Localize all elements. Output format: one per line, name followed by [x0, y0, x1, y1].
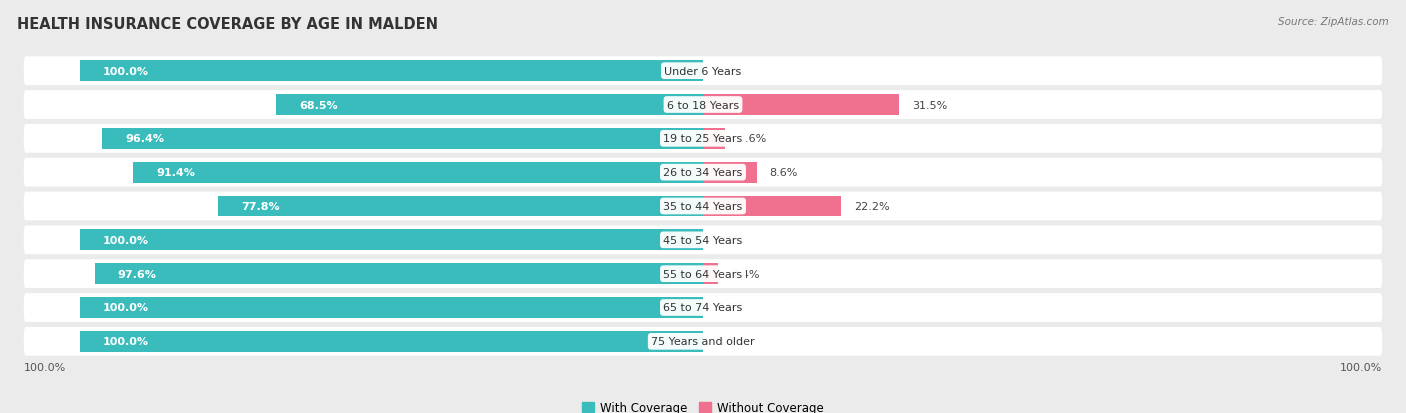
Text: 0.0%: 0.0%: [716, 303, 744, 313]
Text: 91.4%: 91.4%: [156, 168, 195, 178]
Text: 0.0%: 0.0%: [716, 337, 744, 347]
FancyBboxPatch shape: [24, 192, 1382, 221]
Text: 22.2%: 22.2%: [855, 202, 890, 211]
FancyBboxPatch shape: [24, 57, 1382, 86]
FancyBboxPatch shape: [24, 293, 1382, 322]
Text: 100.0%: 100.0%: [1340, 363, 1382, 373]
Text: 65 to 74 Years: 65 to 74 Years: [664, 303, 742, 313]
Bar: [703, 196, 841, 217]
Text: 100.0%: 100.0%: [24, 363, 66, 373]
Bar: [80, 297, 703, 318]
Text: 35 to 44 Years: 35 to 44 Years: [664, 202, 742, 211]
Bar: [276, 95, 703, 116]
Bar: [703, 263, 718, 285]
Bar: [80, 61, 703, 82]
Text: Under 6 Years: Under 6 Years: [665, 66, 741, 76]
Text: 8.6%: 8.6%: [769, 168, 799, 178]
Bar: [80, 331, 703, 352]
Text: 75 Years and older: 75 Years and older: [651, 337, 755, 347]
Bar: [703, 162, 756, 183]
Text: 26 to 34 Years: 26 to 34 Years: [664, 168, 742, 178]
FancyBboxPatch shape: [24, 159, 1382, 187]
Text: Source: ZipAtlas.com: Source: ZipAtlas.com: [1278, 17, 1389, 26]
Text: 100.0%: 100.0%: [103, 235, 149, 245]
Text: 100.0%: 100.0%: [103, 66, 149, 76]
FancyBboxPatch shape: [24, 125, 1382, 153]
Text: 19 to 25 Years: 19 to 25 Years: [664, 134, 742, 144]
FancyBboxPatch shape: [24, 226, 1382, 254]
Text: 97.6%: 97.6%: [118, 269, 156, 279]
Text: 68.5%: 68.5%: [299, 100, 337, 110]
Text: 31.5%: 31.5%: [912, 100, 948, 110]
Text: 100.0%: 100.0%: [103, 303, 149, 313]
Text: 45 to 54 Years: 45 to 54 Years: [664, 235, 742, 245]
Bar: [703, 128, 725, 150]
Bar: [218, 196, 703, 217]
Text: 6 to 18 Years: 6 to 18 Years: [666, 100, 740, 110]
Text: 55 to 64 Years: 55 to 64 Years: [664, 269, 742, 279]
Text: 3.6%: 3.6%: [738, 134, 766, 144]
Text: 96.4%: 96.4%: [125, 134, 165, 144]
FancyBboxPatch shape: [24, 91, 1382, 120]
Bar: [703, 95, 900, 116]
FancyBboxPatch shape: [24, 260, 1382, 288]
FancyBboxPatch shape: [24, 327, 1382, 356]
Bar: [80, 230, 703, 251]
Bar: [134, 162, 703, 183]
Text: 100.0%: 100.0%: [103, 337, 149, 347]
Bar: [103, 128, 703, 150]
Text: HEALTH INSURANCE COVERAGE BY AGE IN MALDEN: HEALTH INSURANCE COVERAGE BY AGE IN MALD…: [17, 17, 437, 31]
Text: 0.0%: 0.0%: [716, 235, 744, 245]
Legend: With Coverage, Without Coverage: With Coverage, Without Coverage: [582, 401, 824, 413]
Text: 0.0%: 0.0%: [716, 66, 744, 76]
Text: 2.4%: 2.4%: [731, 269, 759, 279]
Bar: [94, 263, 703, 285]
Text: 77.8%: 77.8%: [240, 202, 280, 211]
